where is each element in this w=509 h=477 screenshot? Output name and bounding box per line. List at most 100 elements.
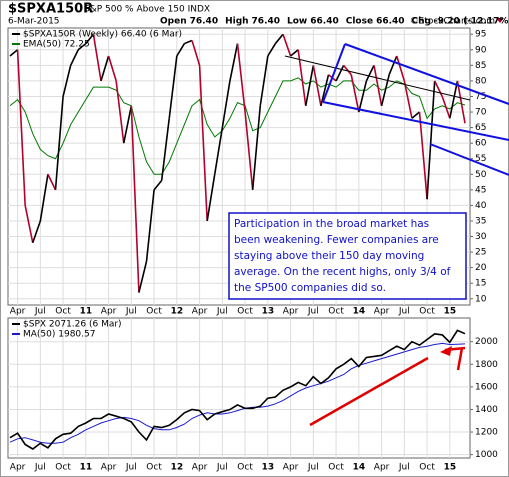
line-segment xyxy=(176,43,186,57)
line-segment xyxy=(24,205,34,243)
line-segment xyxy=(441,96,451,119)
line-segment xyxy=(69,49,79,66)
line-segment xyxy=(304,65,315,106)
annotation: Participation in the broad market has bee… xyxy=(228,212,467,300)
y-tick-label: 85 xyxy=(475,61,486,71)
line-segment xyxy=(358,80,368,113)
x-tick-label: Oct xyxy=(146,307,162,317)
x-tick-label: Oct xyxy=(328,307,344,317)
y-tick-label: 90 xyxy=(475,45,487,55)
line-segment xyxy=(411,111,421,119)
line-segment xyxy=(456,80,466,124)
y-tick-label: 65 xyxy=(475,123,486,133)
line-segment xyxy=(290,49,299,57)
line-segment xyxy=(418,111,428,200)
line-segment xyxy=(16,49,26,206)
x-tick-label: Oct xyxy=(328,463,344,473)
line-segment xyxy=(115,80,125,144)
arrow-head xyxy=(440,346,452,356)
x-tick-label: Apr xyxy=(192,307,208,317)
annotation-text: staying above their 150 day moving xyxy=(234,250,424,262)
line-segment xyxy=(426,80,436,200)
x-tick-label: Jul xyxy=(216,463,228,473)
line-segment xyxy=(184,39,193,45)
y-tick-label: 35 xyxy=(475,216,486,226)
x-tick-label: Apr xyxy=(283,463,299,473)
x-tick-label: Apr xyxy=(192,463,208,473)
y-tick-label: 1600 xyxy=(475,382,498,392)
x-tick-label: Apr xyxy=(283,307,299,317)
quote-label: High xyxy=(225,17,248,27)
y-tick-label: 40 xyxy=(475,201,487,211)
x-tick-label: Oct xyxy=(55,307,71,317)
x-tick-label: Jul xyxy=(216,307,228,317)
annotation-text: Participation in the broad market has xyxy=(234,218,429,230)
y-tick-label: 80 xyxy=(475,76,487,86)
drawing xyxy=(322,43,509,176)
line-segment xyxy=(380,74,390,106)
line-segment xyxy=(213,127,224,175)
y-tick-label: 75 xyxy=(475,92,486,102)
quote-label: Open xyxy=(160,17,187,27)
line-segment xyxy=(433,80,443,97)
line-segment xyxy=(54,96,64,190)
down-arrow xyxy=(496,18,504,23)
chart-subtitle: S&P 500 % Above 150 INDX xyxy=(84,5,210,15)
annotation-text: the SP500 companies did so. xyxy=(234,282,386,294)
quote-value: 76.40 xyxy=(190,17,218,27)
y-tick-label: 15 xyxy=(475,279,486,289)
y-tick-label: 1800 xyxy=(475,360,498,370)
y-tick-label: 70 xyxy=(475,108,487,118)
line-segment xyxy=(85,33,95,45)
x-tick-label: 14 xyxy=(353,463,366,473)
x-tick-label: Jul xyxy=(34,463,46,473)
line-segment xyxy=(221,80,231,128)
line-segment xyxy=(198,65,208,222)
y-tick-label: 55 xyxy=(475,154,486,164)
x-tick-label: Jul xyxy=(307,463,319,473)
line-segment xyxy=(395,55,406,82)
x-tick-label: Oct xyxy=(419,307,435,317)
x-tick-label: Oct xyxy=(237,463,253,473)
chart-title: $SPXA150R xyxy=(8,2,93,17)
x-tick-label: Jul xyxy=(307,307,319,317)
quote-value: 66.40 xyxy=(310,17,338,27)
line-segment xyxy=(350,74,360,113)
y-tick-label: 2000 xyxy=(475,337,498,347)
line-segment xyxy=(39,174,49,222)
line-segment xyxy=(92,34,102,82)
x-tick-label: Apr xyxy=(374,307,390,317)
quote-label: Close xyxy=(346,17,373,27)
line-segment xyxy=(343,64,352,76)
y-tick-label: 95 xyxy=(475,30,486,40)
x-tick-label: 13 xyxy=(262,307,275,317)
line-segment xyxy=(107,55,117,82)
x-tick-label: Jul xyxy=(125,307,137,317)
y-tick-label: 25 xyxy=(475,248,486,258)
y-tick-label: 1400 xyxy=(475,405,498,415)
x-tick-label: 12 xyxy=(171,463,184,473)
line-segment xyxy=(320,74,330,106)
x-tick-label: Oct xyxy=(146,463,162,473)
y-tick-label: 20 xyxy=(475,263,487,273)
x-tick-label: Apr xyxy=(10,463,26,473)
legend-entry: $SPX 2071.26 (6 Mar) xyxy=(23,320,122,330)
quote-value: -9.20 (-12.17%) xyxy=(434,17,509,27)
series-line xyxy=(9,77,466,175)
quote-label: Chg xyxy=(412,17,431,27)
x-tick-label: 12 xyxy=(171,307,184,317)
line-segment xyxy=(9,49,19,57)
legend-entry: EMA(50) 72.25 xyxy=(23,40,90,50)
line-segment xyxy=(335,64,345,82)
y-tick-label: 30 xyxy=(475,232,487,242)
line-segment xyxy=(145,189,155,262)
line-segment xyxy=(160,118,171,181)
annotation-text: been weakening. Fewer companies are xyxy=(234,234,439,246)
line-segment xyxy=(206,174,216,222)
line-segment xyxy=(267,43,277,57)
x-tick-label: 13 xyxy=(262,463,275,473)
line-segment xyxy=(168,55,178,119)
x-tick-label: 14 xyxy=(353,307,366,317)
